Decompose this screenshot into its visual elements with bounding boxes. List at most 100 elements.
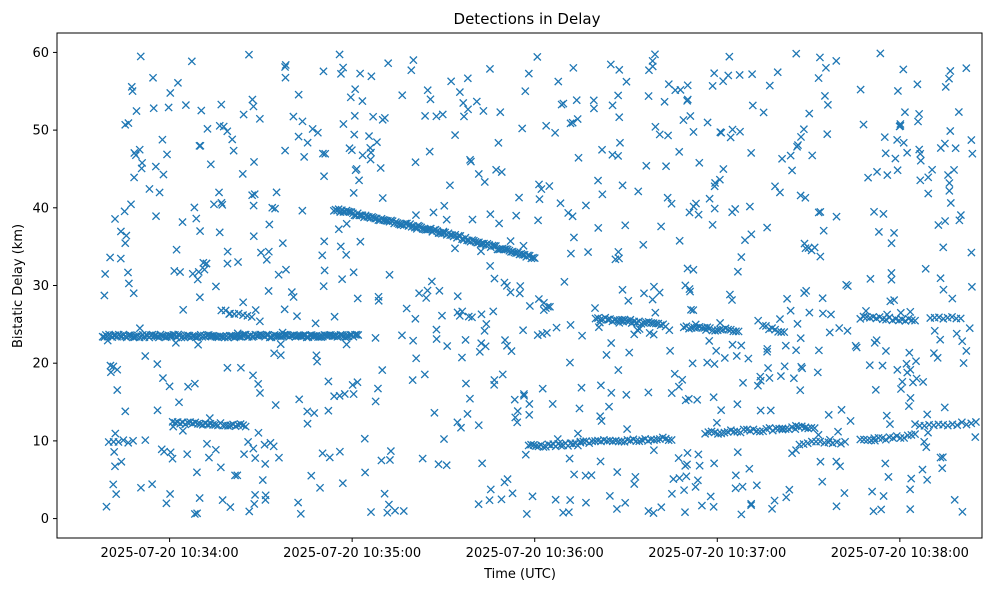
detection-marker: [956, 211, 965, 220]
detection-marker: [485, 496, 494, 505]
detection-marker: [409, 56, 418, 65]
detection-marker: [432, 334, 441, 344]
detection-marker: [353, 378, 362, 387]
detection-marker: [710, 182, 719, 191]
detection-marker: [597, 416, 606, 426]
detection-marker: [533, 52, 542, 61]
detection-marker: [278, 239, 287, 248]
detection-marker: [427, 277, 436, 286]
detection-marker: [265, 220, 274, 229]
detection-marker: [390, 506, 400, 515]
detection-marker: [482, 319, 491, 329]
detection-marker: [614, 365, 623, 375]
detection-marker: [529, 441, 538, 450]
detection-marker: [187, 57, 196, 66]
detection-marker: [174, 398, 184, 407]
detection-marker: [116, 227, 125, 236]
detection-marker: [889, 228, 899, 237]
detection-marker: [686, 287, 695, 296]
detection-marker: [816, 207, 825, 216]
detection-marker: [346, 93, 355, 102]
detection-marker: [685, 208, 694, 217]
detection-marker: [796, 132, 806, 141]
detection-marker: [422, 293, 431, 303]
detection-marker: [521, 450, 530, 459]
detection-marker: [231, 422, 240, 431]
detection-marker: [731, 484, 740, 493]
detection-marker: [129, 436, 138, 445]
detection-marker: [411, 211, 421, 220]
detection-marker: [151, 212, 161, 221]
detection-marker: [204, 453, 214, 462]
detection-marker: [236, 420, 245, 429]
detection-marker: [868, 487, 877, 496]
detection-marker: [800, 423, 810, 432]
detection-marker: [832, 502, 841, 511]
detection-marker: [402, 304, 411, 313]
detection-marker: [150, 331, 159, 340]
detection-marker: [871, 385, 880, 394]
x-tick-label: 2025-07-20 10:35:00: [283, 546, 421, 561]
detection-marker: [824, 410, 833, 419]
detection-marker: [274, 453, 284, 462]
detection-marker: [372, 138, 382, 147]
detection-marker: [474, 421, 483, 430]
detection-marker: [706, 492, 715, 501]
detection-marker: [711, 178, 720, 188]
detection-marker: [178, 426, 187, 435]
detection-marker: [657, 222, 666, 231]
detection-marker: [732, 351, 741, 361]
detection-marker: [255, 388, 265, 398]
detection-marker: [249, 157, 259, 167]
detection-marker: [737, 253, 746, 262]
detection-marker: [500, 478, 509, 487]
detection-marker: [474, 169, 483, 179]
detection-marker: [319, 282, 328, 291]
detection-marker: [778, 425, 787, 434]
detection-marker: [486, 210, 495, 219]
detection-marker: [202, 439, 212, 448]
detection-marker: [281, 265, 291, 274]
detection-marker: [962, 346, 971, 355]
detection-marker: [591, 314, 600, 323]
detection-marker: [342, 250, 351, 259]
detection-marker: [522, 509, 531, 519]
detection-marker: [681, 281, 690, 290]
detection-marker: [880, 133, 889, 142]
detection-marker: [644, 506, 653, 516]
detection-marker: [423, 86, 432, 95]
detection-marker: [634, 187, 643, 196]
detection-marker: [396, 220, 405, 229]
detection-marker: [335, 447, 344, 456]
detection-marker: [378, 193, 387, 203]
detection-marker: [936, 453, 945, 462]
detection-marker: [474, 500, 483, 509]
detection-marker: [313, 128, 322, 137]
detection-marker: [338, 275, 347, 284]
detection-marker: [962, 64, 971, 73]
detection-marker: [940, 403, 949, 412]
detection-marker: [228, 135, 237, 144]
detection-marker: [136, 52, 145, 61]
detection-marker: [785, 485, 794, 494]
detection-marker: [618, 181, 627, 190]
detection-marker: [565, 358, 574, 367]
detection-marker: [703, 358, 712, 367]
detection-marker: [124, 279, 133, 288]
detection-marker: [173, 78, 183, 87]
detection-marker: [319, 172, 329, 181]
detection-marker: [689, 306, 698, 315]
detection-marker: [480, 177, 489, 187]
detection-marker: [902, 359, 911, 368]
detection-marker: [519, 326, 528, 335]
detection-marker: [407, 66, 416, 75]
detection-marker: [693, 395, 702, 404]
detection-marker: [796, 191, 805, 200]
detection-marker: [763, 223, 772, 232]
detection-marker: [355, 211, 364, 220]
detection-marker: [720, 353, 729, 363]
detection-marker: [885, 420, 895, 429]
detection-marker: [545, 182, 554, 191]
detection-marker: [250, 190, 259, 199]
detection-marker: [929, 349, 938, 358]
